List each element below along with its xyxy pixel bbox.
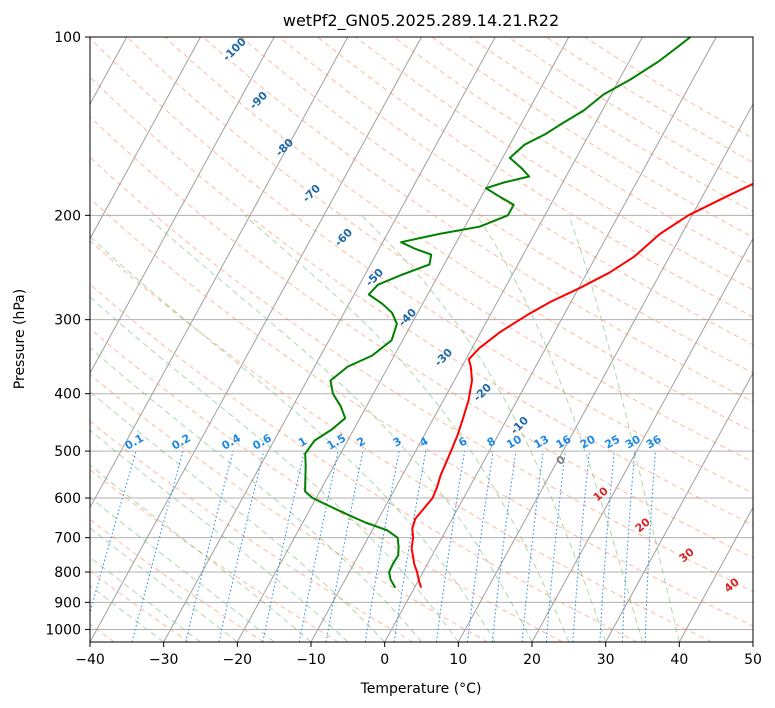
isotherm-line bbox=[236, 37, 570, 642]
moist-adiabat-line bbox=[90, 585, 165, 642]
isotherm-line bbox=[678, 506, 753, 642]
plot-area bbox=[90, 37, 753, 642]
background-lines bbox=[90, 37, 753, 642]
x-tick-label: 40 bbox=[670, 652, 688, 668]
profile-lines bbox=[304, 37, 753, 589]
plot-frame bbox=[89, 36, 754, 643]
y-ticks: 100 200 300 400 500 600 700 800 900 1000 bbox=[45, 30, 90, 638]
isotherm-line bbox=[90, 37, 201, 240]
mixing-ratio-line bbox=[435, 451, 466, 642]
x-tick-label: 20 bbox=[523, 652, 541, 668]
moist-adiabat-line bbox=[243, 214, 570, 642]
dry-adiabat-line bbox=[240, 37, 753, 374]
x-tick-label: 50 bbox=[744, 652, 762, 668]
y-axis-label: Pressure (hPa) bbox=[12, 289, 28, 389]
dry-adiabat-line bbox=[90, 197, 753, 627]
dry-adiabat-line bbox=[90, 570, 190, 642]
dry-adiabat-line bbox=[90, 156, 753, 593]
y-tick-label: 500 bbox=[54, 444, 81, 460]
moist-adiabat-line bbox=[90, 347, 422, 642]
mixing-ratio-line bbox=[572, 451, 590, 642]
mixing-ratio-line bbox=[131, 450, 184, 642]
y-tick-label: 300 bbox=[54, 313, 81, 329]
isotherm-line bbox=[457, 103, 753, 642]
x-ticks: −40 −30 −20 −10 0 10 20 30 40 50 bbox=[75, 642, 762, 668]
mixing-ratio-line bbox=[90, 450, 137, 615]
dewpoint-line bbox=[304, 37, 692, 589]
y-tick-label: 700 bbox=[54, 531, 81, 547]
x-tick-label: −20 bbox=[223, 652, 253, 668]
isotherm-line bbox=[90, 37, 275, 375]
mixing-ratio-line bbox=[185, 450, 234, 642]
isotherm-line bbox=[605, 372, 753, 642]
dry-adiabat-line bbox=[90, 76, 753, 526]
moist-adiabat-line bbox=[90, 296, 459, 642]
moist-adiabat-line bbox=[90, 390, 386, 642]
moist-adiabat-line bbox=[90, 556, 201, 642]
dry-adiabat-line bbox=[90, 373, 488, 642]
dry-adiabat-line bbox=[164, 37, 753, 433]
y-tick-label: 900 bbox=[54, 595, 81, 611]
x-axis-label: Temperature (°C) bbox=[360, 681, 482, 697]
chart-title: wetPf2_GN05.2025.289.14.21.R22 bbox=[283, 11, 559, 31]
moist-adiabat-line bbox=[90, 464, 312, 642]
moist-adiabat-line bbox=[361, 214, 607, 642]
moist-adiabat-line bbox=[90, 429, 349, 642]
moist-adiabat-line bbox=[145, 214, 533, 642]
y-tick-label: 800 bbox=[54, 565, 81, 581]
x-tick-label: 30 bbox=[597, 652, 615, 668]
mixing-ratio-line bbox=[467, 451, 494, 642]
mixing-ratio-line bbox=[262, 450, 305, 642]
moist-adiabat-line bbox=[90, 527, 238, 642]
mixing-ratio-line bbox=[521, 451, 544, 642]
mixing-ratio-line bbox=[545, 451, 566, 642]
dry-adiabat-line bbox=[90, 420, 414, 642]
mixing-ratio-line bbox=[218, 450, 265, 642]
isotherm-line bbox=[384, 37, 717, 642]
isotherm-line bbox=[90, 37, 349, 509]
x-tick-label: −10 bbox=[296, 652, 326, 668]
dry-adiabat-line bbox=[90, 469, 339, 642]
dry-adiabat-line bbox=[90, 240, 712, 642]
isotherm-line bbox=[531, 237, 753, 642]
x-tick-label: 10 bbox=[449, 652, 467, 668]
isotherm-line bbox=[310, 37, 643, 642]
y-tick-label: 400 bbox=[54, 387, 81, 403]
x-tick-label: 0 bbox=[380, 652, 389, 668]
x-tick-label: −30 bbox=[149, 652, 179, 668]
dry-adiabat-line bbox=[90, 283, 638, 642]
y-tick-label: 100 bbox=[54, 30, 81, 46]
isotherm-line bbox=[163, 37, 496, 642]
x-tick-label: −40 bbox=[75, 652, 105, 668]
dry-adiabat-line bbox=[317, 37, 753, 318]
y-tick-label: 1000 bbox=[45, 622, 81, 638]
y-tick-label: 200 bbox=[54, 208, 81, 224]
moist-adiabat-line bbox=[476, 215, 643, 642]
dry-adiabat-line bbox=[90, 518, 264, 642]
y-tick-label: 600 bbox=[54, 491, 81, 507]
temperature-line bbox=[410, 182, 753, 588]
mixing-ratio-line bbox=[491, 451, 517, 642]
